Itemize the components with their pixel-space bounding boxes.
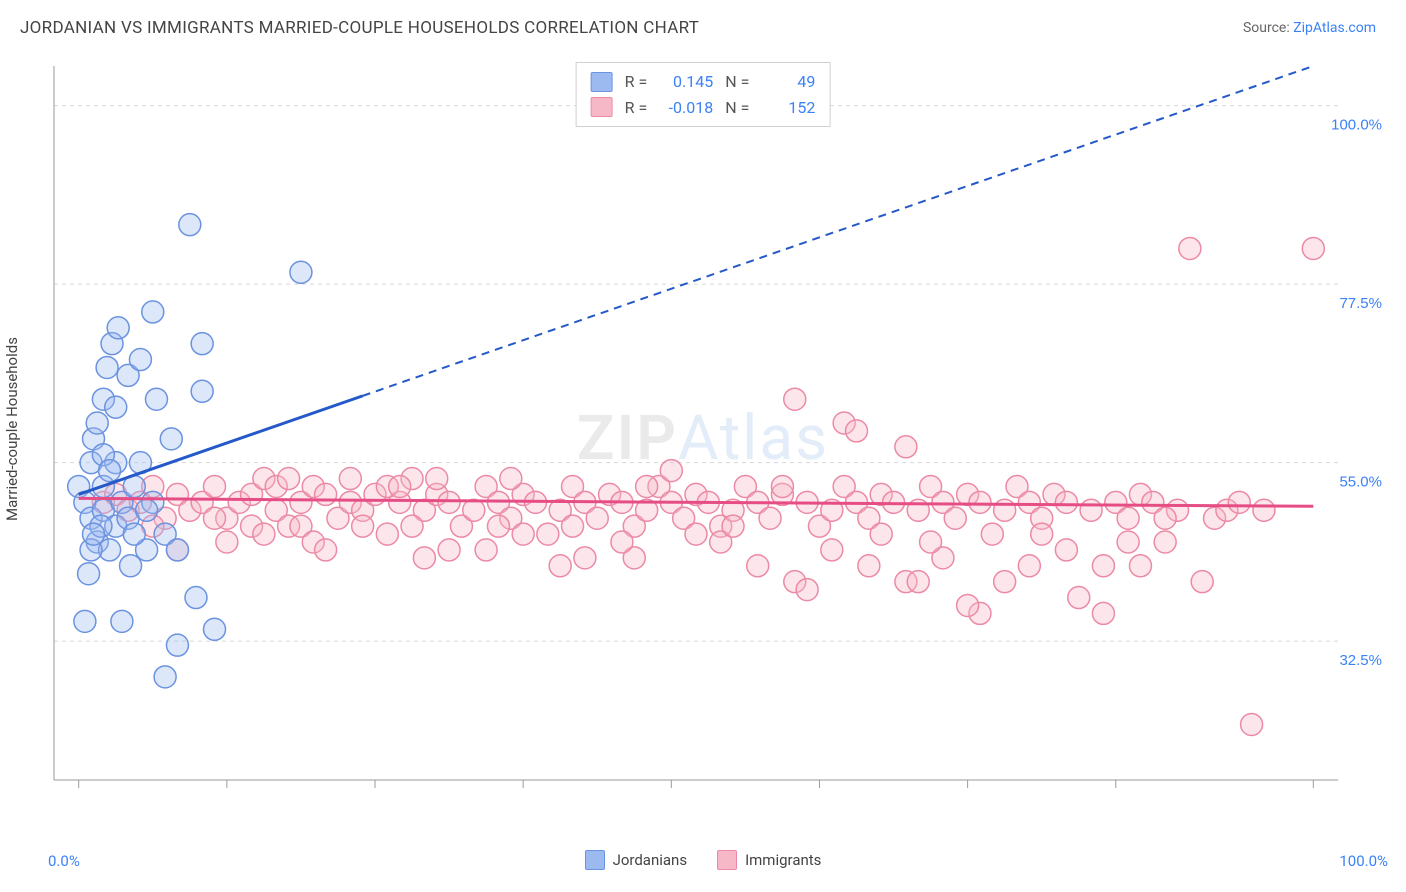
stats-swatch-jordanians xyxy=(591,72,613,92)
source-prefix: Source: xyxy=(1243,20,1293,36)
stats-n-label: N = xyxy=(725,69,749,95)
legend-label-immigrants: Immigrants xyxy=(745,851,821,869)
legend-item-jordanians: Jordanians xyxy=(585,850,688,870)
legend-item-immigrants: Immigrants xyxy=(717,850,821,870)
stats-row-jordanians: R = 0.145 N = 49 xyxy=(591,69,816,95)
stats-r-value-jordanians: 0.145 xyxy=(659,69,713,95)
legend-label-jordanians: Jordanians xyxy=(613,851,688,869)
source-link[interactable]: ZipAtlas.com xyxy=(1293,20,1376,36)
stats-n-value-jordanians: 49 xyxy=(761,69,815,95)
legend-swatch-jordanians xyxy=(585,850,605,870)
chart-title: JORDANIAN VS IMMIGRANTS MARRIED-COUPLE H… xyxy=(20,18,699,38)
series-legend: Jordanians Immigrants xyxy=(0,850,1406,870)
stats-n-value-immigrants: 152 xyxy=(761,95,815,121)
svg-text:100.0%: 100.0% xyxy=(1331,117,1382,134)
stats-legend-box: R = 0.145 N = 49 R = -0.018 N = 152 xyxy=(576,62,831,127)
stats-n-label: N = xyxy=(725,95,749,121)
chart-plot-area: 32.5% 55.0% 77.5% 100.0% xyxy=(48,60,1388,820)
legend-swatch-immigrants xyxy=(717,850,737,870)
svg-text:55.0%: 55.0% xyxy=(1339,474,1382,491)
y-axis-label: Married-couple Households xyxy=(3,337,21,521)
source-attribution: Source: ZipAtlas.com xyxy=(1243,20,1376,36)
stats-r-value-immigrants: -0.018 xyxy=(659,95,713,121)
scatter-plot-svg: 32.5% 55.0% 77.5% 100.0% xyxy=(48,60,1388,820)
stats-row-immigrants: R = -0.018 N = 152 xyxy=(591,95,816,121)
svg-text:32.5%: 32.5% xyxy=(1339,652,1382,669)
svg-text:77.5%: 77.5% xyxy=(1339,295,1382,312)
stats-r-label: R = xyxy=(625,95,648,121)
stats-swatch-immigrants xyxy=(591,97,613,117)
stats-r-label: R = xyxy=(625,69,648,95)
